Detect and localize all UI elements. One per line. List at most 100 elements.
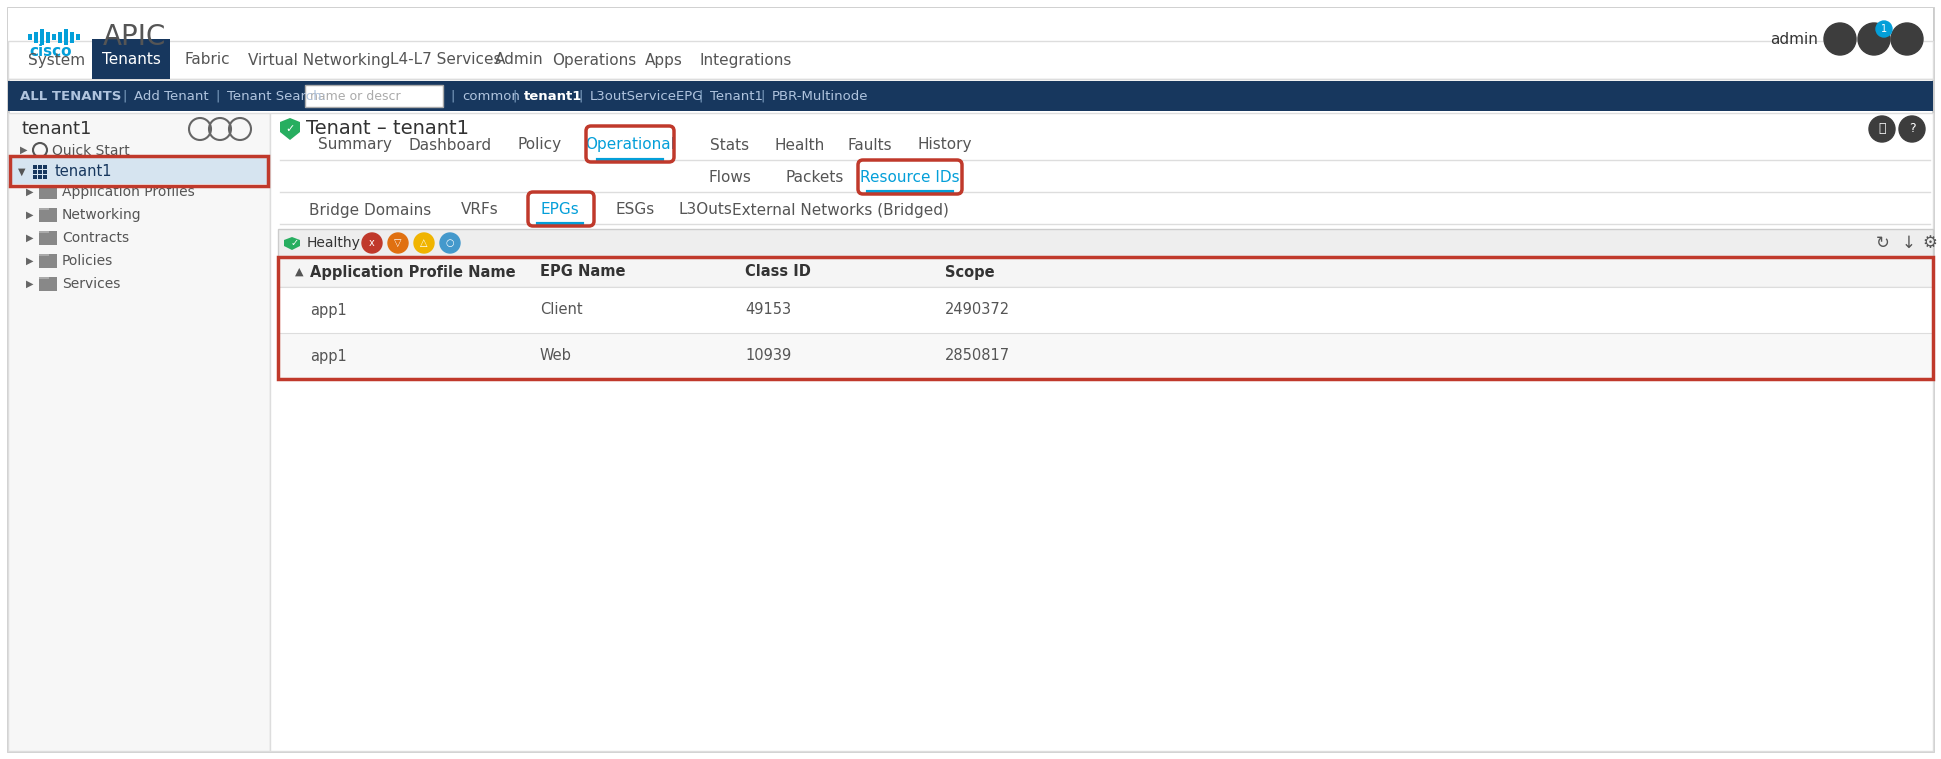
Text: Healthy: Healthy [307, 236, 361, 250]
Text: Application Profile Name: Application Profile Name [311, 264, 516, 279]
Circle shape [1858, 23, 1891, 55]
Text: ?: ? [1908, 122, 1916, 136]
FancyBboxPatch shape [39, 254, 49, 256]
Text: Admin: Admin [495, 52, 543, 68]
FancyBboxPatch shape [8, 113, 270, 751]
FancyBboxPatch shape [39, 208, 49, 210]
Text: Resource IDs: Resource IDs [860, 171, 959, 185]
Text: ↓: ↓ [1902, 234, 1916, 252]
FancyBboxPatch shape [39, 208, 56, 222]
FancyBboxPatch shape [33, 175, 37, 179]
Text: Contracts: Contracts [62, 231, 130, 245]
Text: System: System [27, 52, 85, 68]
Text: External Networks (Bridged): External Networks (Bridged) [732, 203, 949, 218]
Text: cisco: cisco [29, 43, 72, 58]
FancyBboxPatch shape [278, 229, 1933, 257]
Text: Bridge Domains: Bridge Domains [309, 203, 431, 218]
Text: Packets: Packets [786, 171, 844, 185]
Text: Health: Health [774, 137, 825, 153]
Circle shape [441, 233, 460, 253]
FancyBboxPatch shape [8, 81, 1933, 111]
Text: |: | [512, 90, 516, 102]
Text: |: | [761, 90, 765, 102]
Text: |: | [578, 90, 582, 102]
FancyBboxPatch shape [41, 29, 45, 45]
Text: △: △ [421, 238, 427, 248]
Text: Scope: Scope [945, 264, 994, 279]
Text: tenant1: tenant1 [524, 90, 582, 102]
Text: Add Tenant: Add Tenant [134, 90, 208, 102]
Circle shape [1869, 116, 1894, 142]
FancyBboxPatch shape [305, 85, 443, 107]
FancyBboxPatch shape [270, 113, 1933, 751]
Text: Summary: Summary [318, 137, 392, 153]
Text: |: | [122, 90, 126, 102]
FancyBboxPatch shape [39, 254, 56, 268]
FancyBboxPatch shape [52, 34, 56, 40]
Text: Services: Services [62, 277, 120, 291]
Text: Apps: Apps [644, 52, 683, 68]
Text: admin: admin [1770, 32, 1819, 46]
Text: Web: Web [540, 348, 573, 364]
FancyBboxPatch shape [33, 170, 37, 174]
Text: ○: ○ [446, 238, 454, 248]
Text: Fabric: Fabric [184, 52, 231, 68]
Text: 2850817: 2850817 [945, 348, 1009, 364]
Text: Dashboard: Dashboard [408, 137, 491, 153]
Circle shape [413, 233, 435, 253]
FancyBboxPatch shape [39, 231, 56, 245]
Text: EPGs: EPGs [542, 203, 578, 218]
Text: EPG Name: EPG Name [540, 264, 625, 279]
Text: Application Profiles: Application Profiles [62, 185, 194, 199]
Text: ↻: ↻ [1877, 234, 1891, 252]
Text: 1: 1 [1881, 24, 1887, 34]
FancyBboxPatch shape [43, 165, 47, 169]
FancyBboxPatch shape [39, 165, 43, 169]
Text: name or descr: name or descr [311, 90, 400, 102]
Text: tenant1: tenant1 [54, 165, 113, 179]
Text: PBR-Multinode: PBR-Multinode [773, 90, 868, 102]
Text: |: | [450, 90, 454, 102]
Text: Tenant – tenant1: Tenant – tenant1 [307, 119, 470, 138]
Text: Faults: Faults [848, 137, 893, 153]
FancyBboxPatch shape [76, 34, 80, 40]
Text: app1: app1 [311, 348, 347, 364]
FancyBboxPatch shape [33, 165, 37, 169]
FancyBboxPatch shape [47, 32, 50, 43]
Text: |: | [215, 90, 219, 102]
Text: ▶: ▶ [25, 256, 33, 266]
Circle shape [1891, 23, 1924, 55]
Circle shape [1898, 116, 1925, 142]
Text: History: History [918, 137, 972, 153]
Text: ▶: ▶ [25, 210, 33, 220]
Text: L3Outs: L3Outs [677, 203, 732, 218]
Circle shape [1877, 21, 1892, 37]
FancyBboxPatch shape [8, 8, 1933, 69]
FancyBboxPatch shape [39, 231, 49, 233]
Text: |: | [699, 90, 703, 102]
Text: x: x [369, 238, 375, 248]
Text: Integrations: Integrations [701, 52, 792, 68]
Text: ALL TENANTS: ALL TENANTS [19, 90, 122, 102]
Text: ✓: ✓ [285, 124, 295, 134]
FancyBboxPatch shape [278, 287, 1933, 333]
Text: ▶: ▶ [25, 233, 33, 243]
FancyBboxPatch shape [278, 333, 1933, 379]
Text: ⚙: ⚙ [1924, 234, 1937, 252]
Text: Networking: Networking [62, 208, 142, 222]
FancyBboxPatch shape [39, 185, 56, 199]
Text: Operations: Operations [551, 52, 637, 68]
Polygon shape [280, 118, 301, 140]
Text: L4-L7 Services: L4-L7 Services [390, 52, 501, 68]
Polygon shape [283, 237, 301, 250]
FancyBboxPatch shape [27, 34, 31, 40]
FancyBboxPatch shape [8, 8, 1933, 751]
FancyBboxPatch shape [39, 277, 56, 291]
FancyBboxPatch shape [64, 29, 68, 45]
Circle shape [1825, 23, 1856, 55]
Text: Policy: Policy [518, 137, 563, 153]
FancyBboxPatch shape [8, 158, 270, 184]
FancyBboxPatch shape [58, 32, 62, 43]
FancyBboxPatch shape [35, 32, 39, 43]
Text: ▶: ▶ [25, 187, 33, 197]
